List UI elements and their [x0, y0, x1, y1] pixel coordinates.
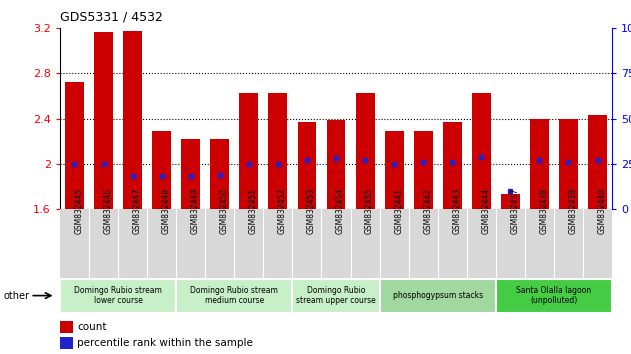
- Bar: [60, 321, 73, 333]
- Text: Domingo Rubio
stream upper course: Domingo Rubio stream upper course: [296, 286, 376, 305]
- Bar: [356, 93, 375, 209]
- Bar: [559, 119, 578, 209]
- Bar: [60, 337, 73, 349]
- Text: percentile rank within the sample: percentile rank within the sample: [77, 338, 253, 348]
- Bar: [380, 279, 496, 313]
- Bar: [501, 194, 520, 209]
- Bar: [94, 32, 113, 209]
- Bar: [268, 93, 287, 209]
- Text: GSM832448: GSM832448: [162, 188, 170, 234]
- Bar: [588, 115, 607, 209]
- Bar: [123, 30, 142, 209]
- Bar: [297, 122, 316, 209]
- Bar: [210, 139, 229, 209]
- Text: GSM832449: GSM832449: [191, 188, 199, 234]
- Text: GSM832453: GSM832453: [307, 188, 316, 234]
- Text: GSM832439: GSM832439: [569, 188, 577, 234]
- Bar: [327, 120, 345, 209]
- Text: GSM832442: GSM832442: [423, 188, 432, 234]
- Text: Domingo Rubio stream
lower course: Domingo Rubio stream lower course: [74, 286, 162, 305]
- Bar: [176, 279, 292, 313]
- Text: GSM832445: GSM832445: [74, 188, 83, 234]
- Text: GSM832438: GSM832438: [540, 188, 548, 234]
- Text: phosphogypsum stacks: phosphogypsum stacks: [392, 291, 483, 300]
- Bar: [472, 93, 491, 209]
- Bar: [443, 122, 462, 209]
- Bar: [496, 279, 612, 313]
- Text: count: count: [77, 322, 107, 332]
- Bar: [152, 131, 171, 209]
- Text: GSM832447: GSM832447: [133, 188, 141, 234]
- Text: GSM832437: GSM832437: [510, 188, 519, 234]
- Text: GSM832451: GSM832451: [249, 188, 258, 234]
- Text: GSM832454: GSM832454: [336, 188, 345, 234]
- Text: GSM832441: GSM832441: [394, 188, 403, 234]
- Bar: [181, 139, 200, 209]
- Bar: [414, 131, 433, 209]
- Bar: [65, 82, 84, 209]
- Text: GSM832440: GSM832440: [598, 188, 606, 234]
- Text: GSM832452: GSM832452: [278, 188, 287, 234]
- Bar: [60, 279, 176, 313]
- Text: GSM832455: GSM832455: [365, 188, 374, 234]
- Text: other: other: [3, 291, 29, 301]
- Bar: [292, 279, 380, 313]
- Text: GSM832446: GSM832446: [103, 188, 112, 234]
- Text: GDS5331 / 4532: GDS5331 / 4532: [60, 11, 163, 24]
- Bar: [385, 131, 404, 209]
- Bar: [530, 119, 549, 209]
- Text: Santa Olalla lagoon
(unpolluted): Santa Olalla lagoon (unpolluted): [516, 286, 591, 305]
- Bar: [239, 93, 258, 209]
- Text: GSM832444: GSM832444: [481, 188, 490, 234]
- Text: Domingo Rubio stream
medium course: Domingo Rubio stream medium course: [191, 286, 278, 305]
- Text: GSM832450: GSM832450: [220, 188, 229, 234]
- Text: GSM832443: GSM832443: [452, 188, 461, 234]
